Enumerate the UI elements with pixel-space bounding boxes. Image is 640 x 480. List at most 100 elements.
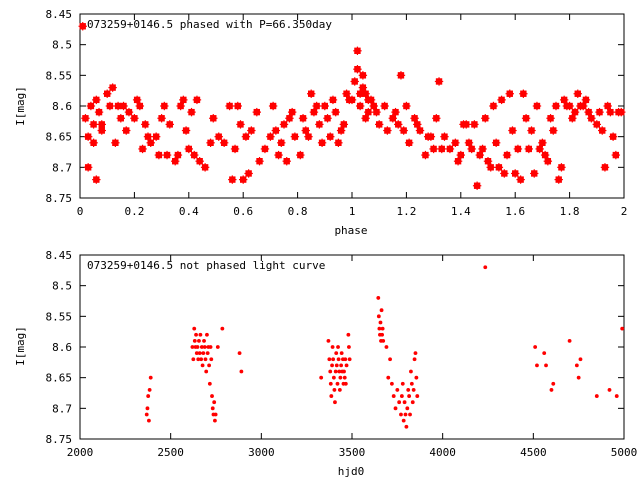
data-point <box>94 107 104 117</box>
y-tick-label: 8.5 <box>52 280 72 293</box>
data-point <box>483 265 488 270</box>
data-point <box>208 345 213 349</box>
x-tick-label: 3500 <box>339 446 366 459</box>
data-point <box>191 357 196 362</box>
data-point <box>381 338 386 343</box>
data-point <box>338 375 343 380</box>
data-point <box>147 388 152 392</box>
data-point <box>207 363 212 368</box>
data-point <box>394 120 403 129</box>
data-point <box>334 138 343 147</box>
data-point <box>215 345 220 349</box>
data-point <box>160 101 169 111</box>
data-point <box>403 412 408 417</box>
data-point <box>225 101 234 111</box>
data-point <box>290 132 300 141</box>
data-point <box>146 394 151 398</box>
data-point <box>543 157 553 166</box>
phased-x-axis-label: phase <box>334 224 367 237</box>
data-point <box>78 22 87 31</box>
data-point <box>315 120 324 129</box>
data-point <box>393 406 398 411</box>
data-point <box>331 357 336 362</box>
data-point <box>595 107 604 117</box>
data-point <box>574 363 579 368</box>
data-point <box>617 107 626 117</box>
data-point <box>516 175 525 184</box>
data-point <box>611 150 621 160</box>
data-point <box>144 412 149 417</box>
data-point <box>388 357 392 362</box>
data-point <box>388 114 397 123</box>
data-point <box>400 381 405 386</box>
data-point <box>244 169 253 178</box>
data-point <box>530 169 539 178</box>
data-point <box>355 101 365 111</box>
data-point <box>532 101 542 111</box>
data-point <box>83 163 93 172</box>
data-point <box>307 89 316 98</box>
data-point <box>366 95 376 105</box>
data-point <box>298 114 308 123</box>
data-point <box>486 163 495 172</box>
y-tick-label: 8.55 <box>46 69 73 82</box>
data-point <box>287 107 297 117</box>
data-point <box>143 132 153 141</box>
data-point <box>209 357 214 362</box>
data-point <box>606 107 615 117</box>
x-tick-label: 2 <box>621 205 628 218</box>
data-point <box>336 126 346 135</box>
data-point <box>343 381 348 386</box>
data-point <box>119 101 128 111</box>
data-point <box>554 175 563 184</box>
data-point <box>323 114 332 123</box>
data-point <box>437 144 446 154</box>
data-point <box>587 114 596 123</box>
data-point <box>542 351 547 356</box>
data-point <box>326 132 335 141</box>
data-point <box>421 150 430 160</box>
data-point <box>406 388 411 392</box>
data-point <box>195 157 204 166</box>
data-point <box>205 332 209 337</box>
data-point <box>336 357 341 362</box>
y-tick-label: 8.65 <box>46 372 73 385</box>
data-point <box>255 157 264 166</box>
y-tick-label: 8.75 <box>46 192 73 205</box>
data-point <box>350 77 359 86</box>
data-point <box>544 363 548 368</box>
data-point <box>268 101 278 111</box>
data-point <box>481 114 490 123</box>
data-point <box>404 138 414 147</box>
data-point <box>181 126 191 135</box>
data-point <box>412 357 417 362</box>
data-point <box>386 375 391 380</box>
x-tick-label: 1 <box>349 205 356 218</box>
data-point <box>451 138 460 147</box>
data-point <box>329 394 334 398</box>
data-point <box>331 375 336 380</box>
data-point <box>513 144 523 154</box>
data-point <box>145 406 150 411</box>
light-curve-x-axis-label: hjd0 <box>338 465 365 478</box>
data-point <box>579 101 588 111</box>
data-point <box>207 381 212 386</box>
data-point <box>524 144 533 154</box>
data-point <box>395 388 400 392</box>
data-point <box>508 126 517 135</box>
data-point <box>399 394 404 398</box>
data-point <box>497 95 506 105</box>
data-point <box>205 351 210 356</box>
x-tick-label: 1.6 <box>505 205 525 218</box>
data-point <box>237 351 242 356</box>
x-tick-label: 1.8 <box>560 205 580 218</box>
data-point <box>214 132 223 141</box>
y-tick-label: 8.45 <box>46 249 73 262</box>
data-point <box>266 132 275 141</box>
data-point <box>389 381 394 386</box>
data-point <box>347 95 357 105</box>
data-point <box>154 150 164 160</box>
data-point <box>377 326 382 331</box>
plot-frame <box>79 254 625 440</box>
